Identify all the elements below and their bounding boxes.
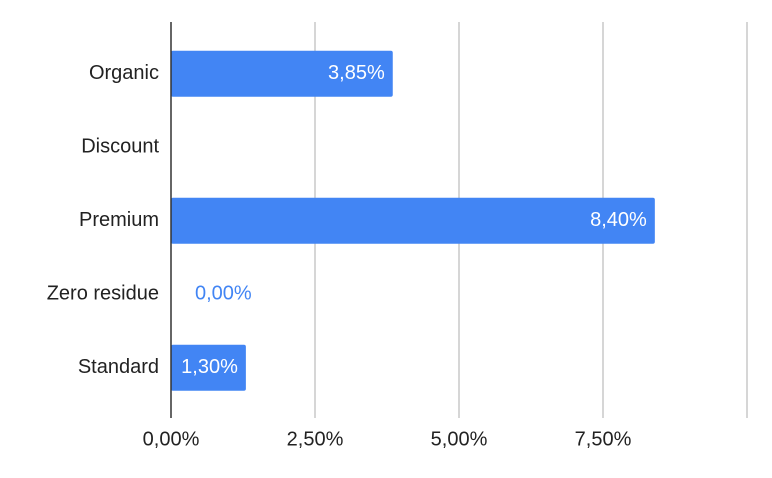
y-tick-label: Zero residue [47,283,159,305]
value-label: 3,85% [328,62,385,84]
value-label: 8,40% [590,209,647,231]
bar [171,197,655,244]
y-tick-label: Standard [78,356,159,378]
bar [171,344,246,391]
y-tick-label: Organic [89,62,159,84]
value-label: 1,30% [181,356,238,378]
x-tick-label: 0,00% [143,428,200,450]
value-label: 0,00% [195,283,252,305]
x-tick-label: 5,00% [431,428,488,450]
bar [171,50,393,97]
y-tick-label: Premium [79,209,159,231]
x-tick-label: 7,50% [575,428,632,450]
y-tick-label: Discount [81,136,159,158]
x-tick-label: 2,50% [287,428,344,450]
